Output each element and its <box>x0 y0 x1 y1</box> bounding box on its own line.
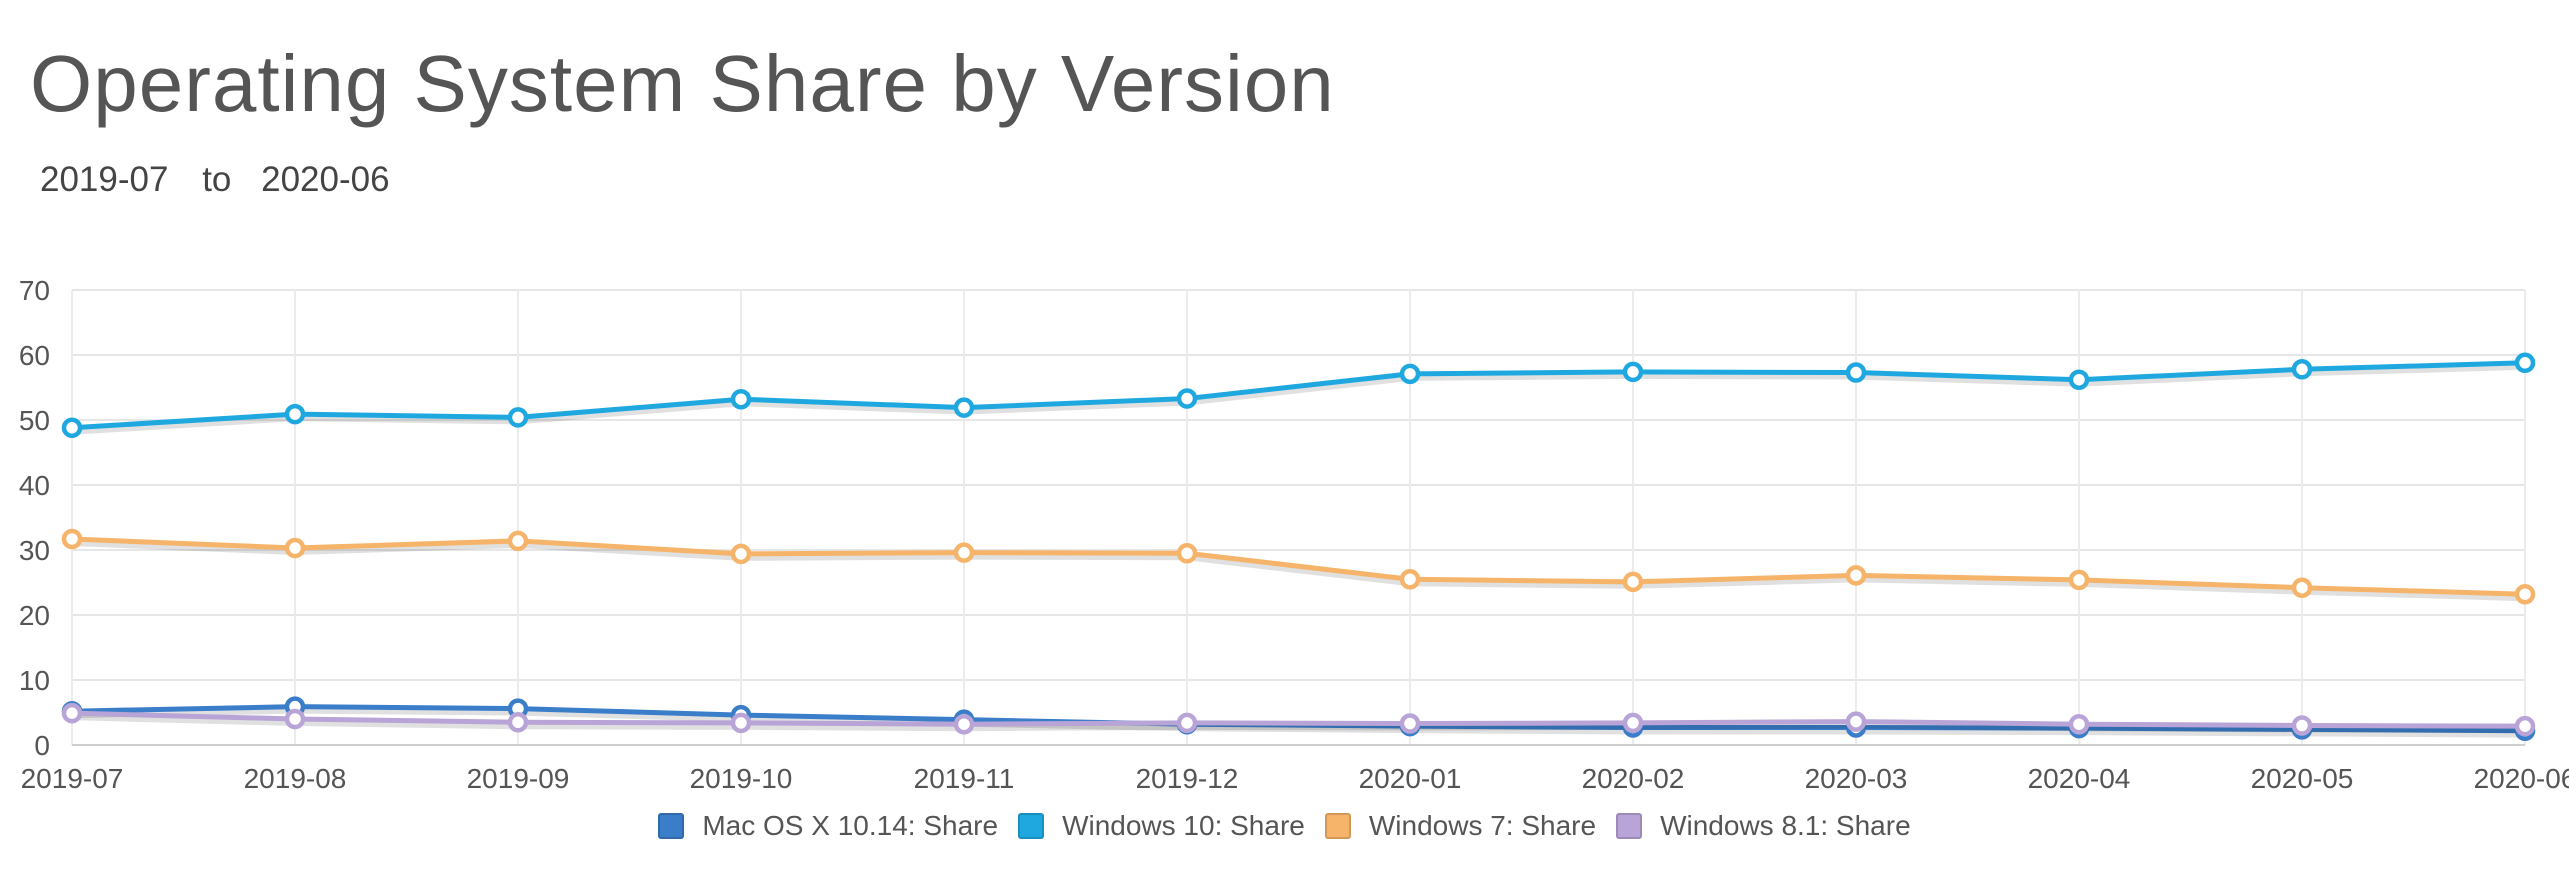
legend-item[interactable]: Mac OS X 10.14: Share <box>658 810 998 842</box>
data-point[interactable] <box>1622 361 1644 383</box>
data-point[interactable] <box>2291 715 2313 736</box>
legend-label: Windows 10: Share <box>1062 810 1305 841</box>
x-tick-label: 2019-08 <box>244 763 347 794</box>
x-tick-label: 2020-05 <box>2251 763 2354 794</box>
series-line <box>71 710 2526 729</box>
grid-lines <box>71 289 2526 746</box>
series-shadow <box>71 539 2526 602</box>
x-tick-label: 2020-04 <box>2028 763 2131 794</box>
data-point[interactable] <box>284 537 306 559</box>
data-point[interactable] <box>507 712 529 733</box>
y-axis-ticks: 0 10 20 30 40 50 60 70 <box>19 275 50 761</box>
legend-swatch <box>1018 813 1045 839</box>
series-3 <box>61 702 2536 737</box>
x-tick-label: 2019-07 <box>21 763 124 794</box>
x-axis-ticks: 2019-07 2019-08 2019-09 2019-10 2019-11 2019-… <box>21 763 2569 794</box>
y-tick-label: 50 <box>19 405 50 436</box>
data-point[interactable] <box>2291 359 2313 380</box>
series-1 <box>61 352 2536 439</box>
series-group <box>61 352 2536 741</box>
x-tick-label: 2019-12 <box>1136 763 1239 794</box>
x-tick-label: 2020-03 <box>1805 763 1908 794</box>
data-point[interactable] <box>2068 569 2090 591</box>
series-line <box>71 360 2526 431</box>
data-point[interactable] <box>2514 715 2536 737</box>
data-point[interactable] <box>953 397 975 418</box>
data-point[interactable] <box>1399 569 1421 590</box>
data-point[interactable] <box>953 542 975 563</box>
data-point[interactable] <box>2068 713 2090 735</box>
chart-title: Operating System Share by Version <box>30 39 1335 128</box>
series-shadow <box>71 363 2526 435</box>
data-point[interactable] <box>61 702 83 724</box>
data-point[interactable] <box>730 543 752 565</box>
legend-item[interactable]: Windows 10: Share <box>1018 810 1305 842</box>
series-shadow <box>71 707 2526 738</box>
data-point[interactable] <box>2514 583 2536 605</box>
date-range: 2019-07 to 2020-06 <box>40 160 390 200</box>
series-2 <box>61 528 2536 605</box>
data-point[interactable] <box>1176 388 1198 409</box>
x-tick-label: 2019-11 <box>914 763 1015 794</box>
data-point[interactable] <box>1176 543 1198 564</box>
y-tick-label: 30 <box>19 535 50 566</box>
data-point[interactable] <box>507 407 529 428</box>
data-point[interactable] <box>1399 713 1421 734</box>
range-to-label: to <box>202 160 232 199</box>
x-tick-label: 2019-10 <box>690 763 793 794</box>
data-point[interactable] <box>61 417 83 439</box>
data-point[interactable] <box>284 708 306 730</box>
data-point[interactable] <box>1622 712 1644 734</box>
range-start[interactable]: 2019-07 <box>40 160 169 199</box>
data-point[interactable] <box>2068 369 2090 390</box>
data-point[interactable] <box>1176 712 1198 734</box>
data-point[interactable] <box>61 528 83 550</box>
data-point[interactable] <box>2291 577 2313 598</box>
data-point[interactable] <box>1845 362 1867 383</box>
y-tick-label: 10 <box>19 665 50 696</box>
x-tick-label: 2020-06 <box>2474 763 2569 794</box>
range-end[interactable]: 2020-06 <box>261 160 390 199</box>
series-line <box>71 536 2526 597</box>
data-point[interactable] <box>2514 352 2536 374</box>
legend-swatch <box>1616 813 1643 839</box>
data-point[interactable] <box>1845 711 1867 732</box>
data-point[interactable] <box>1845 565 1867 586</box>
data-point[interactable] <box>1622 571 1644 593</box>
legend-item[interactable]: Windows 8.1: Share <box>1616 810 1911 842</box>
legend-label: Windows 7: Share <box>1368 810 1597 841</box>
data-point[interactable] <box>284 403 306 425</box>
data-point[interactable] <box>1399 363 1421 385</box>
x-tick-label: 2020-01 <box>1359 763 1462 794</box>
legend-swatch <box>1324 813 1351 839</box>
x-tick-label: 2019-09 <box>467 763 570 794</box>
y-tick-label: 40 <box>19 470 50 501</box>
legend: Mac OS X 10.14: Share Windows 10: Share Wi… <box>0 810 2569 846</box>
y-tick-label: 60 <box>19 340 50 371</box>
x-tick-label: 2020-02 <box>1582 763 1685 794</box>
data-point[interactable] <box>730 388 752 410</box>
data-point[interactable] <box>507 530 529 552</box>
data-point[interactable] <box>953 713 975 735</box>
legend-swatch <box>658 813 685 839</box>
y-tick-label: 70 <box>19 275 50 306</box>
legend-item[interactable]: Windows 7: Share <box>1324 810 1597 842</box>
legend-label: Mac OS X 10.14: Share <box>702 810 999 841</box>
series-shadow <box>71 714 2526 734</box>
legend-label: Windows 8.1: Share <box>1660 810 1911 841</box>
y-tick-label: 0 <box>34 730 50 761</box>
data-point[interactable] <box>730 712 752 734</box>
y-tick-label: 20 <box>19 600 50 631</box>
